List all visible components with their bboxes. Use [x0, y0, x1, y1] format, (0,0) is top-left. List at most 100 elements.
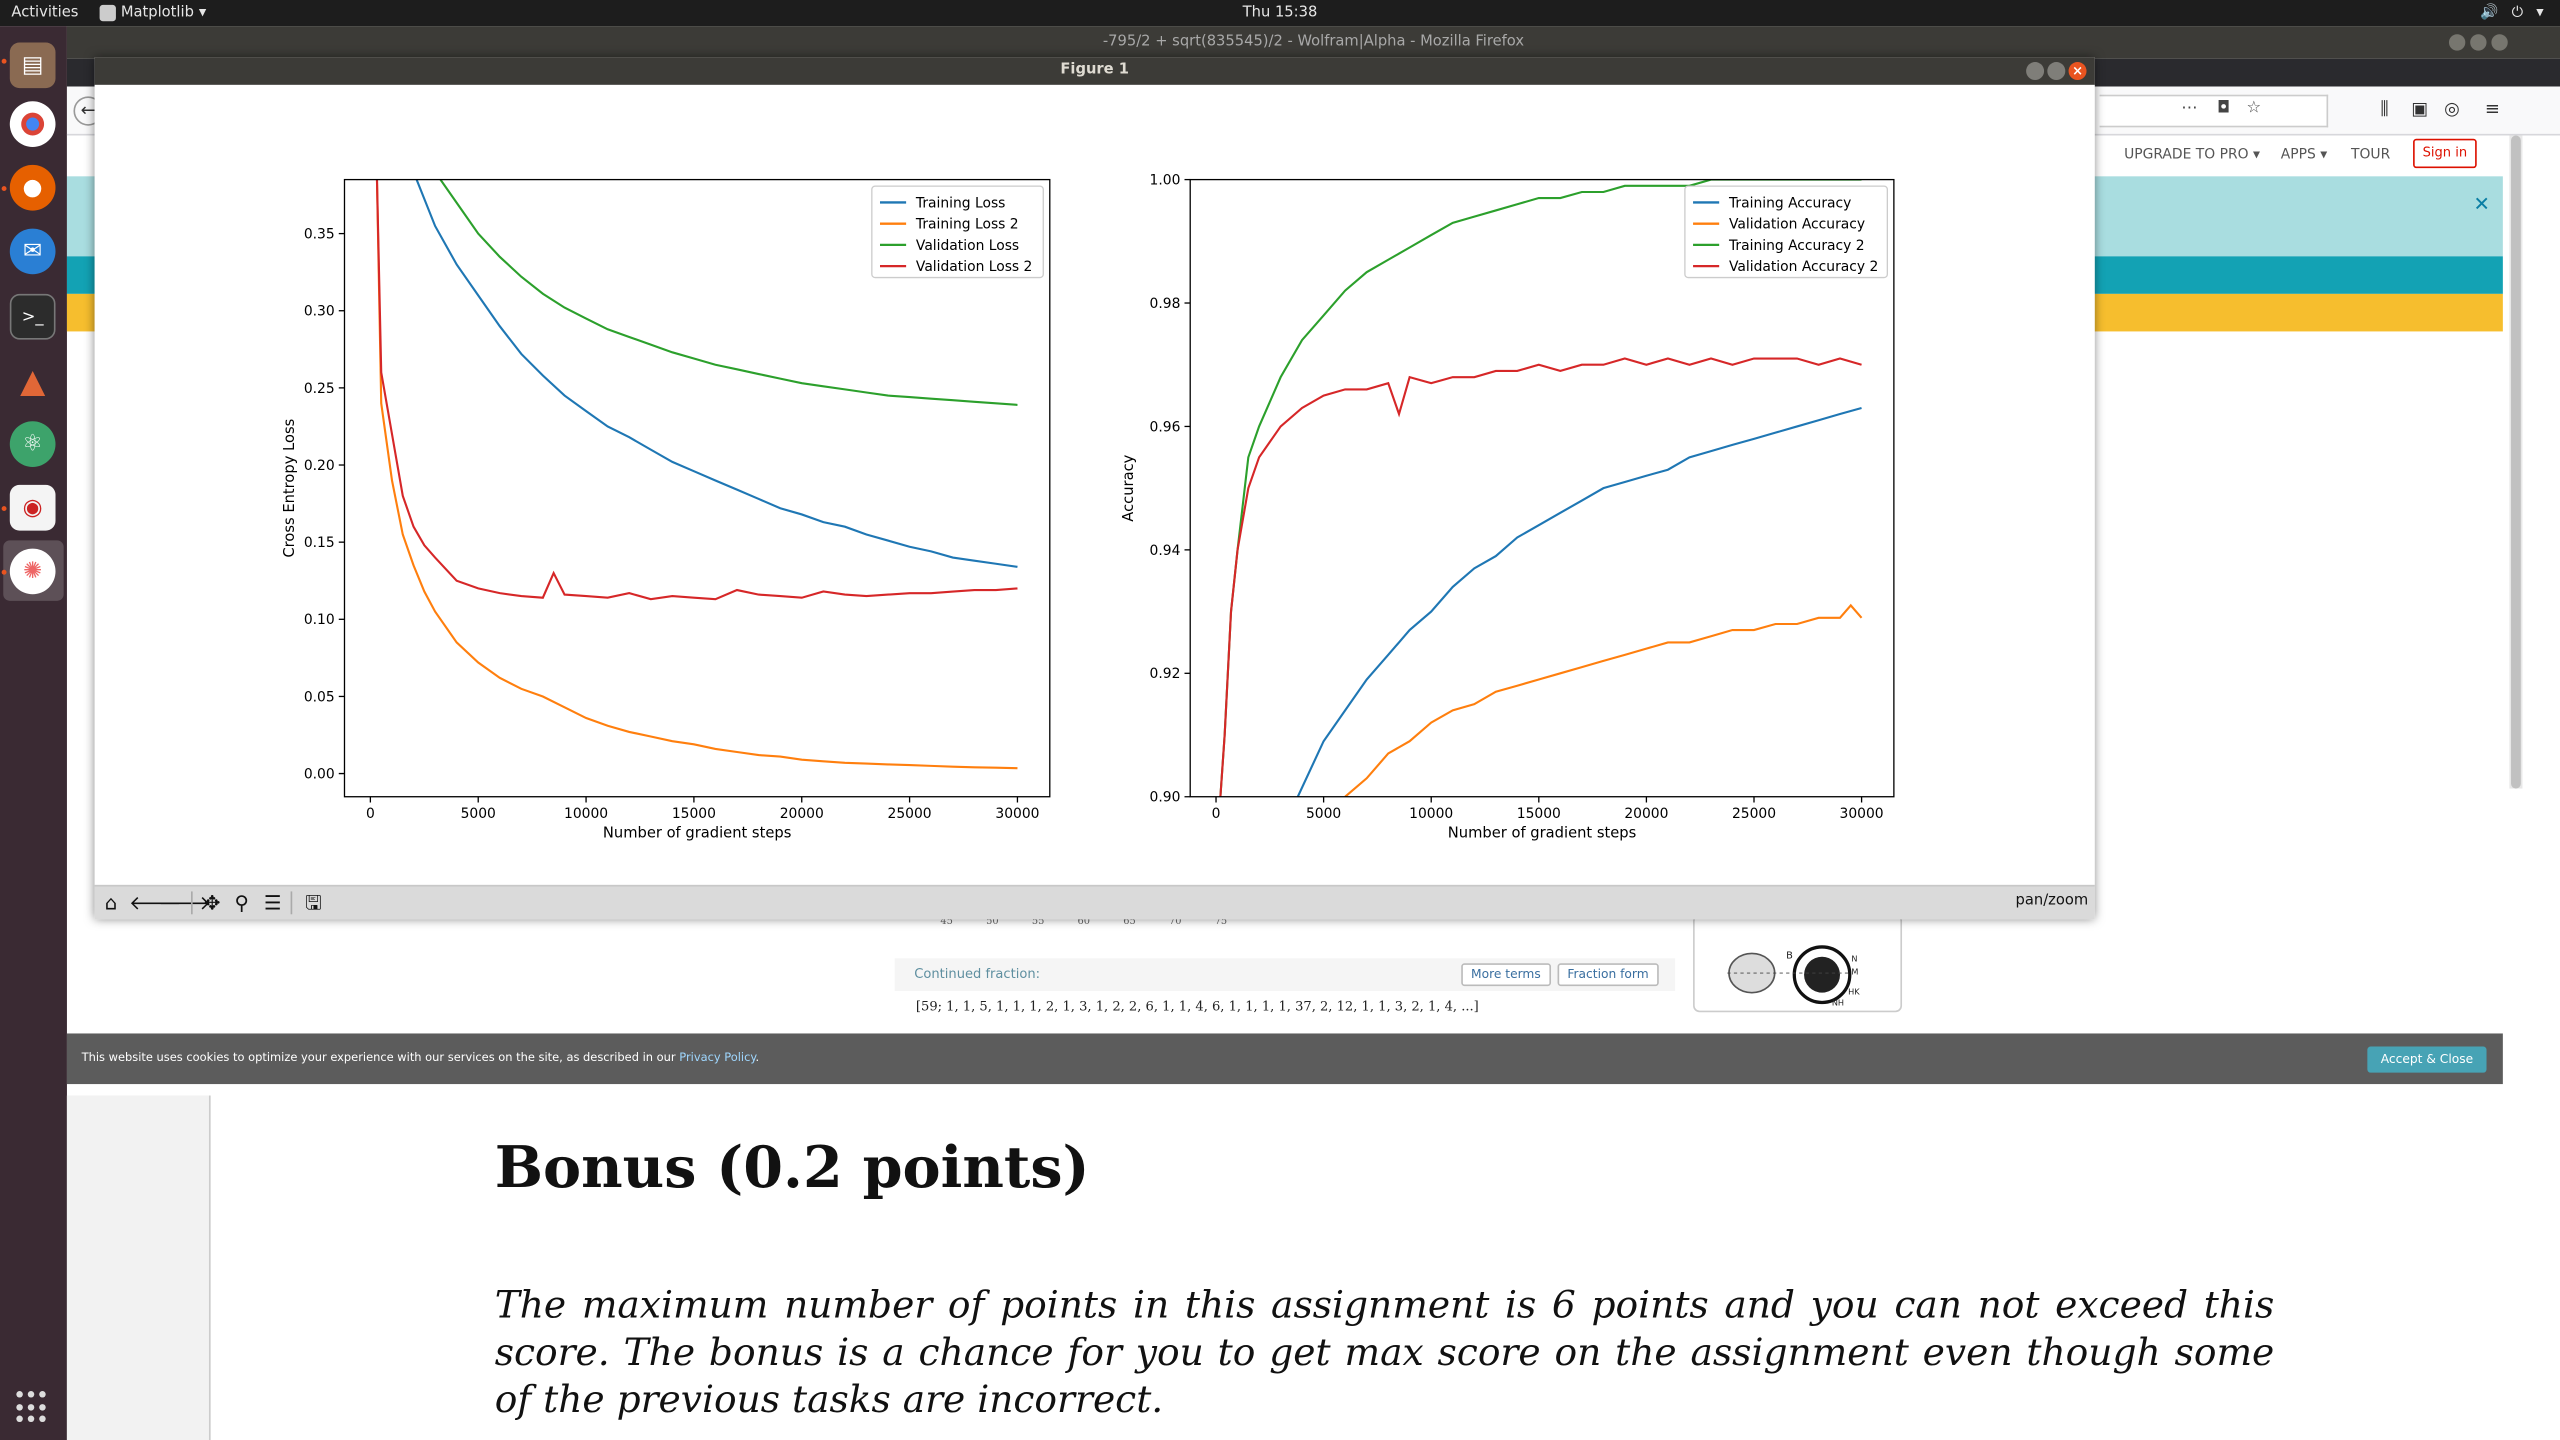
y-tick-label: 0.98 [1150, 296, 1181, 312]
accept-close-button[interactable]: Accept & Close [2367, 1046, 2487, 1073]
figure-title: Figure 1 [1060, 62, 1130, 79]
cookie-message: This website uses cookies to optimize yo… [81, 1051, 676, 1065]
library-icon[interactable]: ⫼ [2380, 97, 2389, 120]
figure-canvas[interactable]: 0 5000 10000 15000 20000 25000 30000 0.00 0.05 0.… [94, 84, 2095, 885]
chrome-icon[interactable] [9, 101, 56, 147]
series-lines [375, 179, 1018, 770]
figure-title-bar: Figure 1 × [94, 57, 2095, 85]
continued-fraction-label: Continued fraction: [914, 966, 1041, 982]
y-tick-label: 0.35 [304, 226, 335, 242]
save-icon[interactable]: 🖫 [305, 891, 322, 915]
app-menu[interactable]: Matplotlib ▾ [99, 0, 207, 26]
series-line-2 [375, 179, 1018, 770]
fraction-form-button[interactable]: Fraction form [1557, 963, 1659, 987]
x-axis-label: Number of gradient steps [1448, 825, 1636, 842]
pocket-icon[interactable]: ◘ [2217, 99, 2231, 118]
sidebar-icon[interactable]: ▣ [2411, 97, 2429, 120]
privacy-policy-link[interactable]: Privacy Policy [679, 1051, 756, 1065]
home-icon[interactable]: ⌂ [104, 891, 118, 915]
series-line-4 [375, 179, 1018, 601]
tick-label: 50 [986, 915, 999, 928]
subplots-config-icon[interactable]: ☰ [263, 891, 282, 915]
y-axis-label: Accuracy [1120, 454, 1137, 521]
upgrade-link[interactable]: UPGRADE TO PRO ▾ [2124, 146, 2260, 164]
matplotlib-icon[interactable]: ✺ [9, 548, 56, 595]
y-tick-label: 0.10 [304, 612, 335, 628]
url-bar[interactable]: ⋯ ◘ ☆ [2099, 94, 2329, 128]
figure-window: Figure 1 × 0 5000 10000 15000 20000 25000 3000… [94, 57, 2095, 920]
eye-diagram: B N M HK NH [1727, 945, 1860, 1008]
more-terms-button[interactable]: More terms [1461, 963, 1551, 987]
legend: Training Accuracy Validation Accuracy Trai… [1684, 185, 1888, 279]
x-tick-label: 25000 [1732, 806, 1776, 822]
page-actions-icon[interactable]: ⋯ [2181, 99, 2198, 118]
legend-label-2: Validation Accuracy [1729, 217, 1865, 233]
pan-icon[interactable]: ✥ [204, 891, 221, 915]
firefox-window-title: -795/2 + sqrt(835545)/2 - Wolfram|Alpha … [1102, 34, 1525, 51]
x-tick-label: 5000 [461, 806, 496, 822]
pdf-viewer-icon[interactable]: ◉ [9, 484, 56, 531]
firefox-icon[interactable]: ● [9, 164, 56, 211]
close-icon[interactable]: ✕ [2473, 192, 2490, 216]
apps-link[interactable]: APPS ▾ [2280, 146, 2328, 164]
tour-link[interactable]: TOUR [2351, 146, 2391, 164]
minimize-icon[interactable] [2448, 34, 2466, 51]
y-tick-label: 0.25 [304, 381, 335, 397]
window-controls: × [2026, 62, 2087, 80]
x-tick-label: 0 [366, 806, 375, 822]
files-icon[interactable]: ▤ [9, 42, 56, 89]
thunderbird-icon[interactable]: ✉ [9, 228, 56, 275]
tick-label: 55 [1031, 915, 1045, 928]
running-indicator [1, 58, 7, 64]
forward-arrow-icon[interactable]: 🡒 [158, 891, 211, 915]
legend-label-1: Training Loss [915, 195, 1005, 211]
close-icon[interactable]: × [2068, 62, 2087, 80]
x-tick-label: 30000 [995, 806, 1039, 822]
y-tick-label: 0.90 [1150, 790, 1181, 806]
matlab-icon[interactable]: ▲ [20, 360, 46, 400]
eye-diagram-thumbnail[interactable]: B N M HK NH [1693, 914, 1903, 1013]
y-tick-label: 1.00 [1150, 172, 1181, 188]
minimize-icon[interactable] [2026, 62, 2045, 80]
zoom-icon[interactable]: ⚲ [234, 891, 249, 915]
bonus-paragraph: The maximum number of points in this ass… [494, 1284, 2275, 1423]
x-tick-label: 20000 [1624, 806, 1668, 822]
y-tick-label: 0.30 [304, 304, 335, 320]
scrollbar-thumb[interactable] [2511, 135, 2521, 789]
tick-label: 70 [1168, 915, 1182, 928]
atom-icon[interactable]: ⚛ [9, 421, 56, 467]
x-tick-label: 20000 [780, 806, 824, 822]
chart-1: 0 5000 10000 15000 20000 25000 30000 0.00 0.05 0.… [281, 178, 1051, 842]
continued-fraction-header: Continued fraction: More terms Fraction … [894, 958, 1676, 992]
x-tick-label: 10000 [1409, 806, 1453, 822]
maximize-icon[interactable] [2047, 62, 2066, 80]
x-axis-label: Number of gradient steps [603, 825, 791, 842]
clock[interactable]: Thu 15:38 [1242, 4, 1318, 22]
sign-in-button[interactable]: Sign in [2413, 138, 2477, 169]
pdf-page: Bonus (0.2 points) The maximum number of… [66, 1095, 2560, 1440]
series-line-2 [1344, 603, 1863, 797]
menu-icon[interactable]: ≡ [2484, 97, 2500, 120]
toolbar-mode-label: pan/zoom [2015, 893, 2089, 910]
maximize-icon[interactable] [2470, 34, 2487, 51]
show-applications-icon[interactable] [16, 1391, 49, 1424]
bookmark-star-icon[interactable]: ☆ [2246, 99, 2262, 118]
plot-frame [343, 178, 1051, 798]
x-tick-label: 25000 [888, 806, 932, 822]
system-tray[interactable]: 🔊 ⏻ ▾ [2480, 0, 2543, 26]
eye-label: NH [1832, 998, 1844, 1008]
close-icon[interactable] [2491, 34, 2508, 51]
y-tick-label: 0.20 [304, 458, 335, 474]
terminal-icon[interactable]: >_ [9, 293, 56, 340]
chart-2: 0 5000 10000 15000 20000 25000 30000 0.90 0.92 0.… [1120, 172, 1895, 842]
continued-fraction-value: [59; 1, 1, 5, 1, 1, 1, 2, 1, 3, 1, 2, 2,… [894, 991, 1676, 1027]
section-heading: Bonus (0.2 points) [494, 1134, 1090, 1202]
back-arrow-icon[interactable]: 🡐 [128, 891, 182, 915]
account-icon[interactable]: ◎ [2444, 97, 2460, 120]
y-tick-label: 0.15 [304, 535, 335, 551]
y-tick-label: 0.00 [304, 766, 335, 782]
page-scrollbar[interactable] [2509, 135, 2523, 789]
activities-button[interactable]: Activities [11, 4, 79, 22]
chevron-down-icon: ▾ [198, 4, 207, 22]
toolbar-separator [290, 891, 293, 915]
